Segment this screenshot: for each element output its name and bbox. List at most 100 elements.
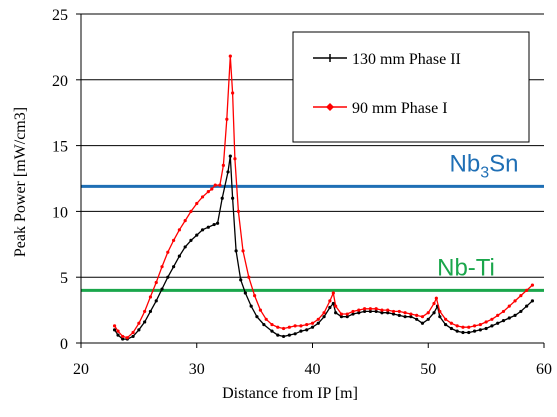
series-0-point-58 [426, 317, 430, 321]
series-0-point-71 [496, 321, 500, 325]
series-1-point-45 [339, 312, 344, 316]
reference-label-1: Nb-Ti [437, 254, 495, 281]
x-axis-title: Distance from IP [m] [222, 385, 358, 402]
series-0-point-72 [501, 319, 506, 323]
series-0-point-64 [455, 329, 459, 333]
series-1-point-22 [225, 117, 229, 121]
legend-swatch-marker-1 [326, 103, 334, 111]
series-1-point-43 [331, 291, 335, 295]
series-1-point-27 [241, 249, 245, 253]
legend-label-1: 90 mm Phase I [352, 100, 448, 117]
series-1-point-38 [305, 322, 309, 327]
series-0-point-29 [262, 322, 266, 327]
series-1-point-48 [357, 308, 361, 312]
series-1-point-67 [461, 325, 465, 329]
series-1-point-19 [213, 183, 217, 187]
series-0-point-4 [131, 334, 135, 339]
series-0-point-37 [310, 325, 315, 329]
series-0-point-46 [357, 311, 361, 315]
series-1-point-41 [322, 311, 326, 315]
series-0-point-31 [276, 333, 280, 337]
series-1-point-66 [455, 324, 459, 328]
series-0-point-16 [200, 228, 205, 232]
x-tick-label-0: 20 [73, 361, 89, 378]
series-1-point-14 [189, 209, 193, 213]
series-1-point-29 [253, 294, 257, 298]
series-0-point-11 [172, 265, 176, 269]
series-1-point-28 [247, 275, 251, 279]
series-1-point-25 [233, 157, 237, 161]
series-0-point-70 [490, 324, 494, 328]
series-0-point-63 [449, 326, 453, 331]
series-0-point-7 [148, 309, 153, 314]
series-1-point-42 [328, 299, 332, 303]
series-1-point-23 [228, 54, 232, 58]
series-0-point-45 [351, 312, 355, 316]
series-1-point-72 [490, 317, 494, 321]
legend: 130 mm Phase II 90 mm Phase I [292, 31, 530, 143]
series-1-point-61 [432, 301, 436, 306]
series-1-point-64 [444, 317, 448, 321]
series-1-point-46 [345, 312, 349, 316]
series-1-point-53 [386, 308, 390, 312]
series-0-point-14 [189, 238, 193, 242]
x-tick-label-1: 30 [189, 361, 205, 378]
series-0-point-61 [438, 315, 442, 319]
series-0-point-40 [328, 305, 332, 310]
series-0-point-22 [228, 154, 232, 158]
series-0-point-53 [397, 313, 401, 317]
x-tick-label-3: 50 [420, 361, 436, 378]
y-tick-label-4: 20 [52, 73, 68, 90]
series-1-point-50 [368, 307, 372, 311]
series-1-point-36 [293, 324, 297, 328]
x-tick-label-4: 60 [536, 361, 552, 378]
series-1-point-44 [334, 304, 338, 308]
series-1-point-17 [206, 190, 210, 194]
series-1-point-1 [116, 329, 120, 333]
y-tick-label-2: 10 [52, 204, 68, 221]
series-0-point-9 [160, 287, 164, 291]
series-0-point-35 [299, 329, 303, 333]
series-1-point-0 [112, 324, 117, 328]
series-0-point-52 [391, 312, 396, 316]
y-tick-label-1: 5 [60, 270, 68, 287]
series-1-point-4 [131, 330, 135, 335]
series-1-point-18 [210, 187, 214, 191]
series-1-point-7 [148, 295, 153, 299]
series-1-point-76 [513, 299, 517, 303]
series-0-point-49 [374, 309, 378, 314]
series-0-point-69 [484, 326, 488, 331]
series-0-point-26 [243, 291, 247, 295]
series-0-point-34 [293, 332, 297, 336]
series-0-point-18 [212, 222, 216, 227]
series-1-point-16 [200, 195, 205, 199]
series-1-point-79 [530, 283, 535, 287]
series-1-point-12 [177, 228, 181, 232]
x-tick-label-2: 40 [305, 361, 321, 378]
series-1-point-30 [258, 308, 263, 312]
series-1-point-5 [137, 321, 141, 325]
axes [76, 13, 545, 348]
series-0-point-32 [281, 334, 286, 339]
series-0-point-25 [239, 278, 243, 282]
series-0-point-24 [234, 249, 238, 253]
series-0-point-55 [409, 315, 413, 319]
series-0-point-5 [137, 328, 141, 332]
series-0-point-27 [249, 304, 253, 308]
series-1-point-75 [507, 304, 511, 308]
series-1-point-13 [183, 219, 187, 223]
series-1-point-62 [434, 296, 438, 300]
series-0-point-68 [478, 328, 482, 332]
legend-label-0: 130 mm Phase II [352, 51, 461, 68]
series-0-point-74 [513, 313, 517, 317]
tick-labels: 20 30 40 50 60 0 5 10 15 20 25 [52, 7, 552, 378]
series-1-point-52 [380, 308, 384, 312]
series-1-point-34 [281, 326, 286, 331]
series-1-point-3 [125, 336, 129, 340]
series-0-point-77 [530, 299, 535, 303]
series-1-point-9 [160, 265, 164, 269]
series-0-point-10 [166, 275, 170, 279]
series-1-point-6 [143, 309, 147, 314]
series-1-point-56 [403, 311, 407, 315]
